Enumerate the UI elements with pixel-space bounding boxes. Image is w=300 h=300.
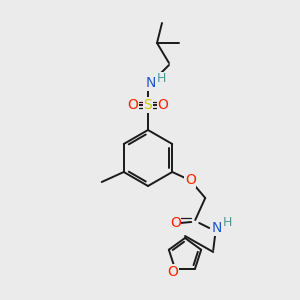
Text: N: N	[212, 221, 222, 235]
Text: H: H	[223, 217, 232, 230]
Text: O: O	[128, 98, 138, 112]
Text: O: O	[170, 216, 181, 230]
Text: H: H	[156, 73, 166, 85]
Text: S: S	[144, 98, 152, 112]
Text: O: O	[185, 173, 196, 187]
Text: O: O	[168, 265, 178, 279]
Text: O: O	[158, 98, 168, 112]
Text: N: N	[146, 76, 156, 90]
